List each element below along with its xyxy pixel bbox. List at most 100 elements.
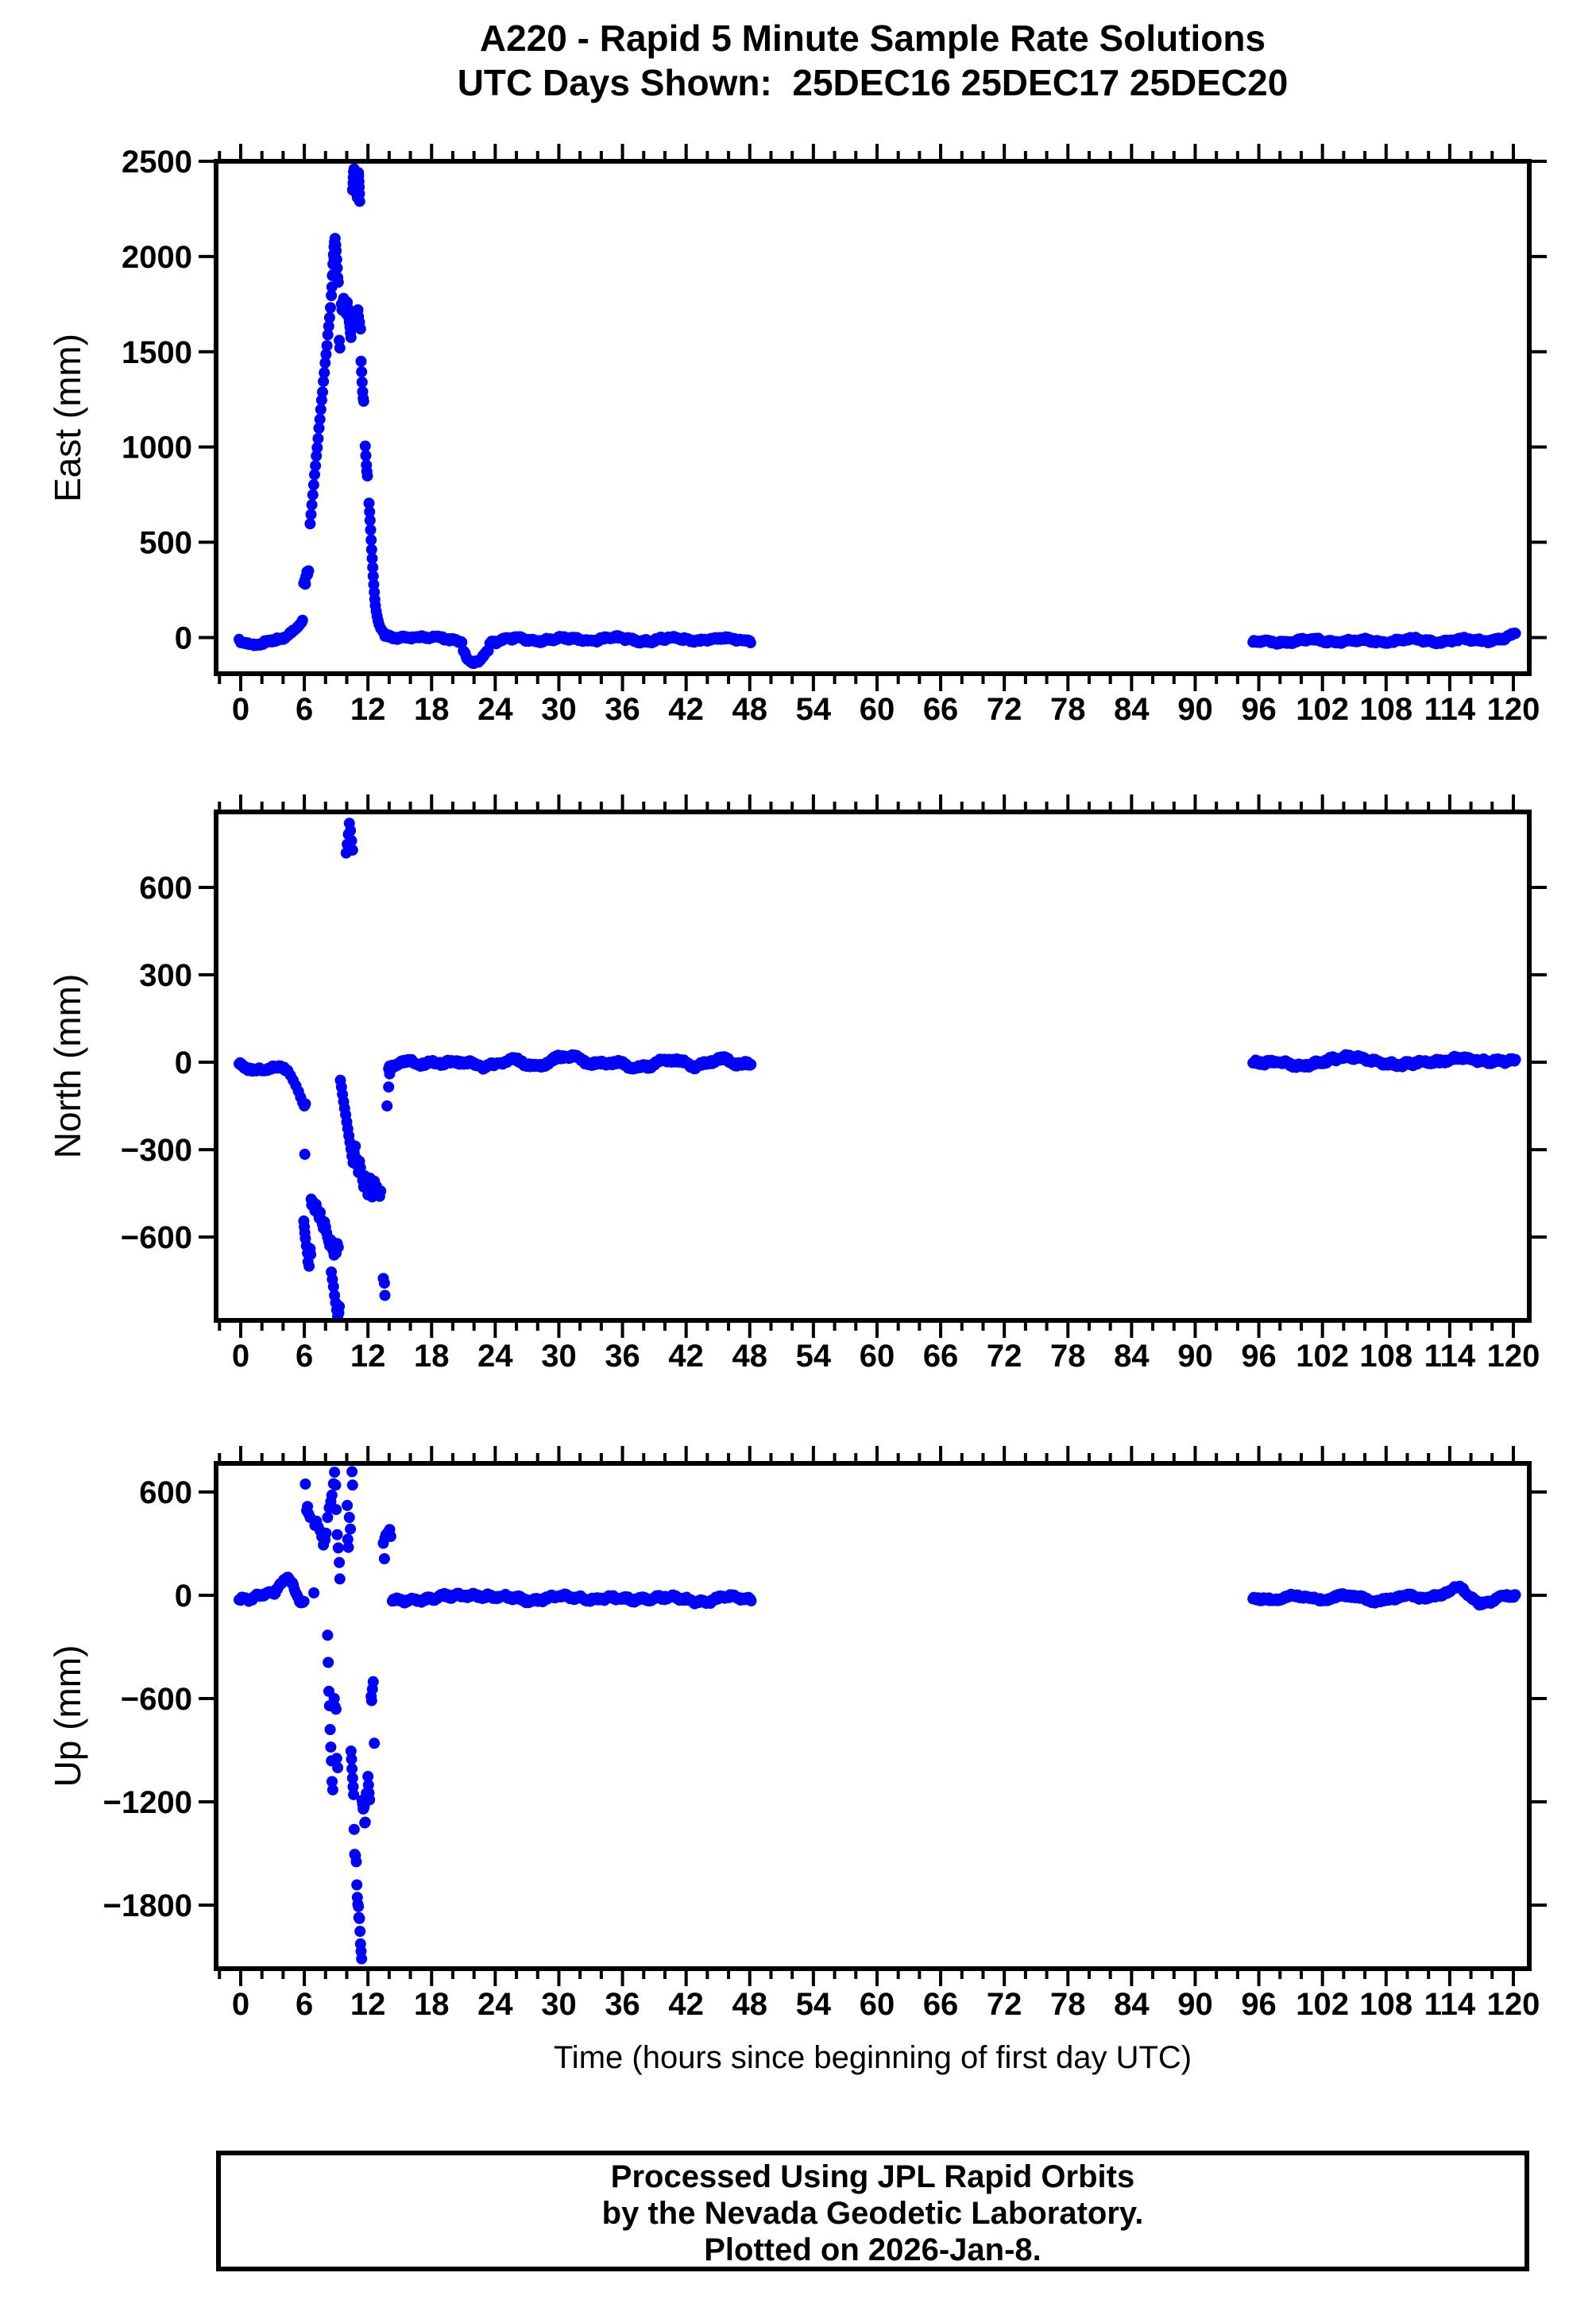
y-tick-label: 0 xyxy=(175,1579,192,1614)
x-tick-label: 54 xyxy=(796,1339,832,1374)
footer-box: Processed Using JPL Rapid Orbits by the … xyxy=(216,2151,1529,2271)
up-axis-title: Up (mm) xyxy=(47,1645,88,1788)
x-tick-label: 18 xyxy=(414,692,450,727)
x-tick-label: 108 xyxy=(1359,1987,1412,2022)
x-tick-label: 6 xyxy=(296,1339,313,1374)
x-tick-label: 96 xyxy=(1241,1339,1277,1374)
east-axis-title: East (mm) xyxy=(47,333,88,503)
x-tick-label: 60 xyxy=(860,692,895,727)
x-tick-label: 66 xyxy=(923,1987,959,2022)
x-tick-label: 90 xyxy=(1177,692,1213,727)
y-tick-label: 500 xyxy=(139,526,192,561)
up-plot: 0 6 12 18 24 30 36 42 48 54 60 66 72 78 84 90 96 102 108 11… xyxy=(103,1446,1547,2022)
x-tick-label: 42 xyxy=(668,1987,704,2022)
x-tick-label: 96 xyxy=(1241,1987,1277,2022)
y-tick-label: 1500 xyxy=(122,335,192,370)
figure-title-line2: UTC Days Shown: 25DEC16 25DEC17 25DEC20 xyxy=(457,62,1289,103)
x-tick-label: 54 xyxy=(796,1987,832,2022)
x-tick-label: 6 xyxy=(296,1987,313,2022)
footer-line3: Plotted on 2026-Jan-8. xyxy=(704,2232,1041,2267)
y-tick-label: −1200 xyxy=(103,1785,192,1820)
y-tick-label: 600 xyxy=(139,1475,192,1510)
figure-title: A220 - Rapid 5 Minute Sample Rate Soluti… xyxy=(216,16,1529,105)
x-tick-label: 54 xyxy=(796,692,832,727)
x-tick-label: 48 xyxy=(732,1339,768,1374)
x-tick-label: 84 xyxy=(1114,1987,1150,2022)
x-tick-label: 102 xyxy=(1296,692,1349,727)
footer-line2: by the Nevada Geodetic Laboratory. xyxy=(601,2196,1144,2231)
x-tick-label: 78 xyxy=(1050,1987,1086,2022)
x-tick-label: 66 xyxy=(923,692,959,727)
x-tick-label: 36 xyxy=(605,1987,640,2022)
y-tick-label: −600 xyxy=(121,1682,192,1717)
x-tick-label: 102 xyxy=(1296,1987,1349,2022)
x-tick-label: 102 xyxy=(1296,1339,1349,1374)
x-tick-label: 42 xyxy=(668,692,704,727)
y-tick-label: 0 xyxy=(175,1046,192,1080)
x-tick-label: 120 xyxy=(1487,1987,1540,2022)
x-tick-label: 108 xyxy=(1359,692,1412,727)
north-data-points xyxy=(234,817,1521,1322)
x-tick-label: 24 xyxy=(477,692,513,727)
x-tick-label: 12 xyxy=(350,1339,386,1374)
x-tick-label: 84 xyxy=(1114,1339,1150,1374)
north-axis-title: North (mm) xyxy=(47,973,88,1159)
x-tick-label: 60 xyxy=(860,1987,895,2022)
x-tick-label: 78 xyxy=(1050,1339,1086,1374)
figure-title-line1: A220 - Rapid 5 Minute Sample Rate Soluti… xyxy=(479,17,1266,59)
x-tick-label: 96 xyxy=(1241,692,1277,727)
x-tick-label: 36 xyxy=(605,1339,640,1374)
x-tick-label: 0 xyxy=(232,1339,249,1374)
y-tick-label: 600 xyxy=(139,871,192,906)
x-tick-label: 12 xyxy=(350,692,386,727)
x-tick-label: 72 xyxy=(987,1339,1022,1374)
east-plot-frame xyxy=(214,159,1532,676)
east-plot: 0 6 12 18 24 30 36 42 48 54 60 66 72 78 84 90 96 102 108 11… xyxy=(122,144,1547,727)
footer-line1: Processed Using JPL Rapid Orbits xyxy=(610,2159,1135,2194)
x-tick-label: 6 xyxy=(296,692,313,727)
up-data-points xyxy=(234,1466,1521,1965)
x-tick-label: 18 xyxy=(414,1339,450,1374)
up-plot-frame xyxy=(214,1461,1532,1971)
y-tick-label: 0 xyxy=(175,620,192,655)
x-tick-label: 72 xyxy=(987,1987,1022,2022)
x-tick-label: 90 xyxy=(1177,1339,1213,1374)
x-tick-label: 114 xyxy=(1424,692,1476,727)
x-tick-label: 12 xyxy=(350,1987,386,2022)
x-tick-label: 30 xyxy=(541,1339,577,1374)
x-tick-label: 30 xyxy=(541,1987,577,2022)
y-tick-label: 2500 xyxy=(122,145,192,180)
north-plot: 0 6 12 18 24 30 36 42 48 54 60 66 72 78 84 90 96 102 108 11… xyxy=(121,794,1547,1374)
y-tick-label: −300 xyxy=(121,1133,192,1168)
east-data-points xyxy=(234,163,1521,670)
x-tick-label: 30 xyxy=(541,692,577,727)
north-plot-frame xyxy=(214,810,1532,1323)
x-tick-label: 24 xyxy=(477,1987,513,2022)
x-tick-label: 66 xyxy=(923,1339,959,1374)
x-tick-label: 24 xyxy=(477,1339,513,1374)
x-tick-label: 36 xyxy=(605,692,640,727)
x-tick-label: 120 xyxy=(1487,1339,1540,1374)
x-tick-label: 120 xyxy=(1487,692,1540,727)
x-tick-label: 90 xyxy=(1177,1987,1213,2022)
x-tick-label: 48 xyxy=(732,692,768,727)
x-tick-label: 114 xyxy=(1424,1339,1476,1374)
x-tick-label: 72 xyxy=(987,692,1022,727)
x-tick-label: 84 xyxy=(1114,692,1150,727)
x-tick-label: 48 xyxy=(732,1987,768,2022)
y-tick-label: −600 xyxy=(121,1220,192,1255)
x-tick-label: 0 xyxy=(232,692,249,727)
x-tick-label: 18 xyxy=(414,1987,450,2022)
x-tick-label: 78 xyxy=(1050,692,1086,727)
x-tick-label: 108 xyxy=(1359,1339,1412,1374)
x-axis-title: Time (hours since beginning of first day… xyxy=(553,2040,1192,2075)
y-tick-label: −1800 xyxy=(103,1888,192,1923)
x-tick-label: 0 xyxy=(232,1987,249,2022)
x-tick-label: 114 xyxy=(1424,1987,1476,2022)
x-tick-label: 60 xyxy=(860,1339,895,1374)
y-tick-label: 2000 xyxy=(122,240,192,275)
y-tick-label: 1000 xyxy=(122,431,192,466)
x-tick-label: 42 xyxy=(668,1339,704,1374)
y-tick-label: 300 xyxy=(139,958,192,993)
